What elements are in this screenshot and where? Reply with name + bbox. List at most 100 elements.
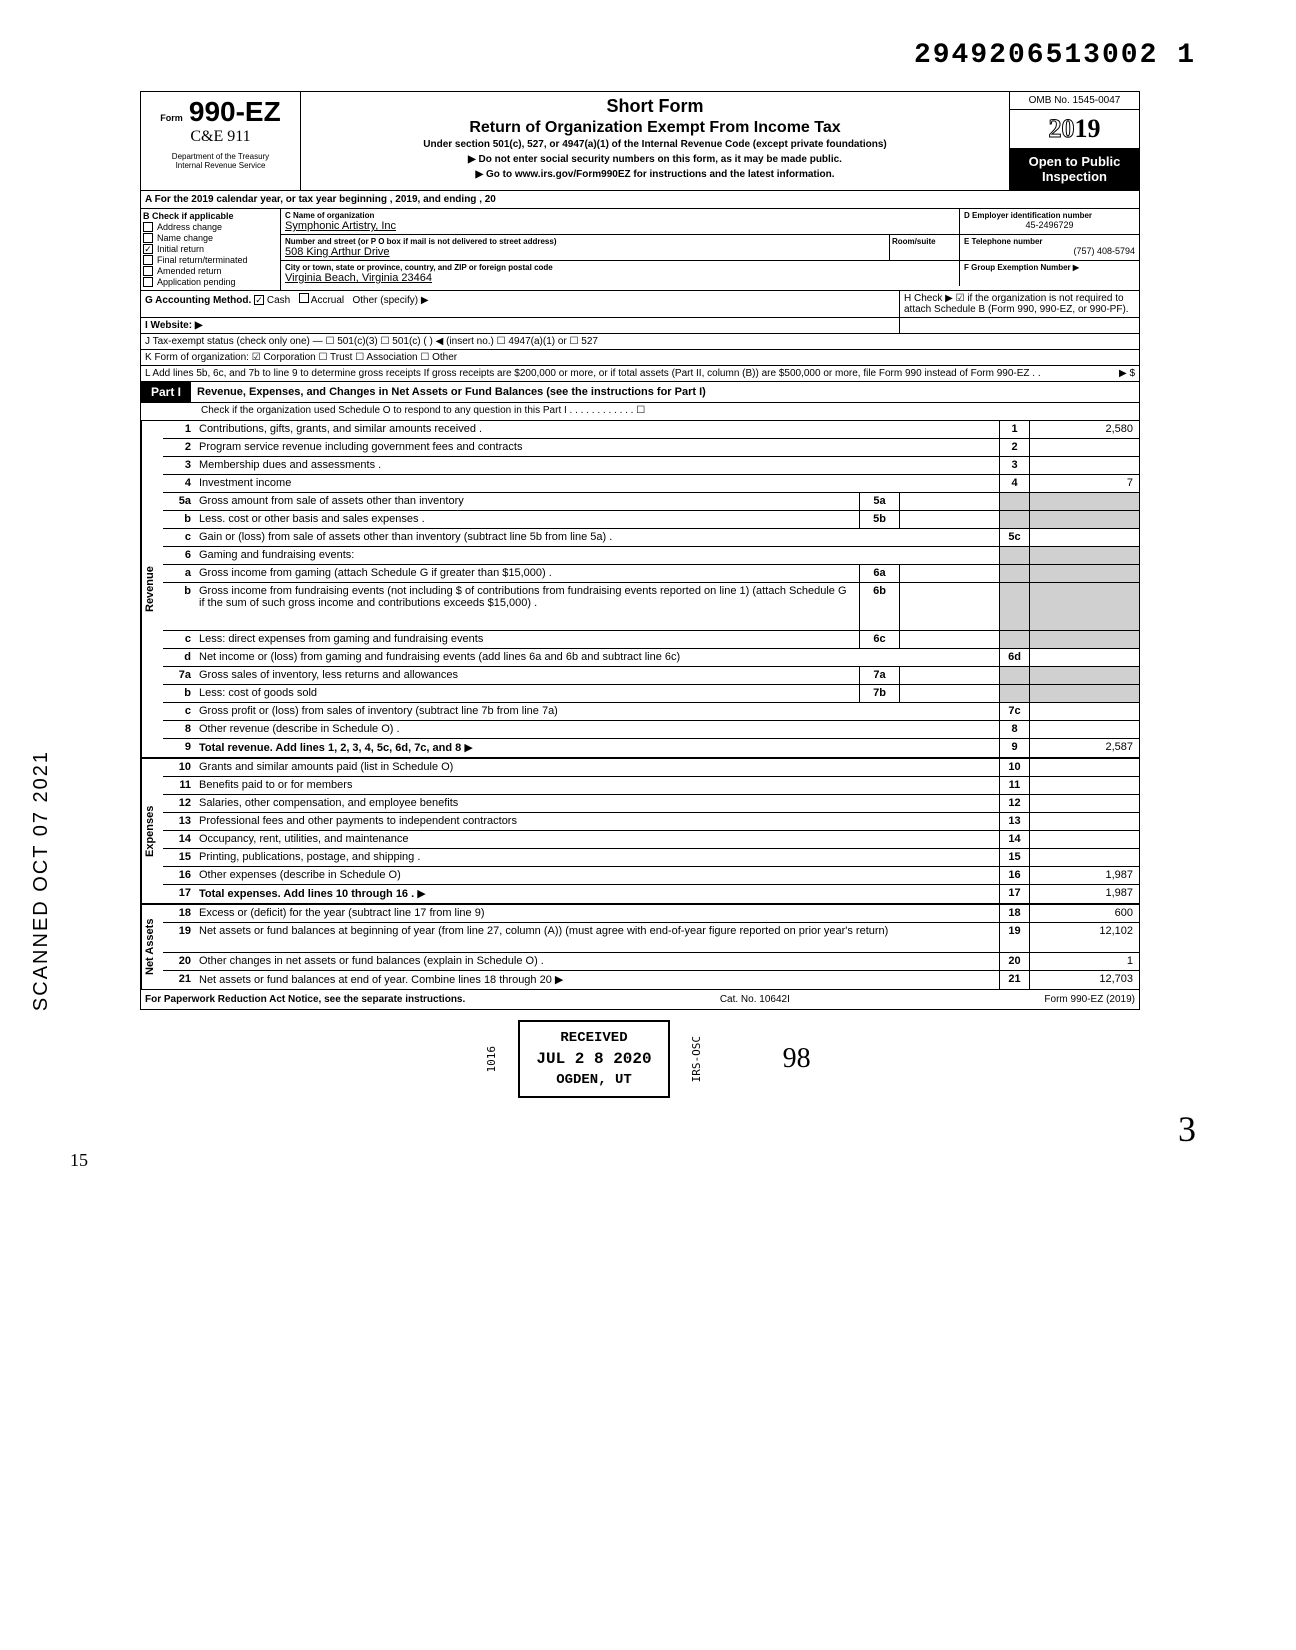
expenses-vlabel: Expenses	[141, 759, 163, 903]
handwritten-c-and-e: C&E 911	[145, 128, 296, 146]
stamp-date: JUL 2 8 2020	[536, 1050, 651, 1068]
ln5b-minival	[899, 511, 999, 528]
chk-final-return[interactable]	[143, 255, 153, 265]
ln7b-val	[1029, 685, 1139, 702]
ln18-val: 600	[1029, 905, 1139, 922]
ln21-val: 12,703	[1029, 971, 1139, 989]
header-right: OMB No. 1545-0047 20201919 Open to Publi…	[1009, 92, 1139, 190]
ln16-val: 1,987	[1029, 867, 1139, 884]
addr-label: Number and street (or P O box if mail is…	[285, 237, 885, 246]
ln5a-box	[999, 493, 1029, 510]
city-label: City or town, state or province, country…	[285, 263, 955, 272]
row-g-label: G Accounting Method.	[145, 295, 251, 306]
ln6c-num: c	[163, 631, 195, 648]
phone-value: (757) 408-5794	[964, 246, 1135, 256]
ln19-text: Net assets or fund balances at beginning…	[195, 923, 999, 952]
ln7b-box	[999, 685, 1029, 702]
handwritten-15: 15	[70, 1150, 1236, 1171]
ln12-num: 12	[163, 795, 195, 812]
lbl-amended: Amended return	[157, 266, 222, 276]
ln6-box	[999, 547, 1029, 564]
group-exemption-label: F Group Exemption Number ▶	[964, 263, 1135, 272]
ln5c-text: Gain or (loss) from sale of assets other…	[195, 529, 999, 546]
ln9-text: Total revenue. Add lines 1, 2, 3, 4, 5c,…	[195, 739, 999, 757]
chk-address-change[interactable]	[143, 222, 153, 232]
chk-application-pending[interactable]	[143, 277, 153, 287]
ln9-num: 9	[163, 739, 195, 757]
ln7b-minival	[899, 685, 999, 702]
ln6a-text: Gross income from gaming (attach Schedul…	[195, 565, 859, 582]
omb-number: OMB No. 1545-0047	[1010, 92, 1139, 110]
addr-value: 508 King Arthur Drive	[285, 246, 885, 258]
ln6a-val	[1029, 565, 1139, 582]
chk-accrual[interactable]	[299, 293, 309, 303]
ln7c-box: 7c	[999, 703, 1029, 720]
ln1-text: Contributions, gifts, grants, and simila…	[195, 421, 999, 438]
footer-cat-no: Cat. No. 10642I	[720, 994, 790, 1005]
ln8-val	[1029, 721, 1139, 738]
part-1-subtitle: Check if the organization used Schedule …	[141, 403, 1139, 421]
ln5b-num: b	[163, 511, 195, 528]
ln18-text: Excess or (deficit) for the year (subtra…	[195, 905, 999, 922]
ln3-num: 3	[163, 457, 195, 474]
ln6d-text: Net income or (loss) from gaming and fun…	[195, 649, 999, 666]
ln6b-box	[999, 583, 1029, 630]
handwritten-3: 3	[60, 1108, 1236, 1150]
ln6a-minival	[899, 565, 999, 582]
part-1-tab: Part I	[141, 382, 191, 402]
note-website: ▶ Go to www.irs.gov/Form990EZ for instru…	[309, 169, 1001, 180]
ln13-num: 13	[163, 813, 195, 830]
ln7a-num: 7a	[163, 667, 195, 684]
form-990ez: Form 990-EZ C&E 911 Department of the Tr…	[140, 91, 1140, 1010]
part-1-title: Revenue, Expenses, and Changes in Net As…	[191, 383, 1139, 401]
ln7b-mini: 7b	[859, 685, 899, 702]
ln6-val	[1029, 547, 1139, 564]
subtitle: Under section 501(c), 527, or 4947(a)(1)…	[309, 139, 1001, 150]
ln6b-mini: 6b	[859, 583, 899, 630]
ln5c-val	[1029, 529, 1139, 546]
ln21-text: Net assets or fund balances at end of ye…	[195, 971, 999, 989]
ln15-text: Printing, publications, postage, and shi…	[195, 849, 999, 866]
form-header: Form 990-EZ C&E 911 Department of the Tr…	[141, 92, 1139, 191]
ln17-box: 17	[999, 885, 1029, 903]
lbl-initial-return: Initial return	[157, 244, 204, 254]
ln9-box: 9	[999, 739, 1029, 757]
chk-initial-return[interactable]: ✓	[143, 244, 153, 254]
revenue-vlabel: Revenue	[141, 421, 163, 757]
stamp-ogden: OGDEN, UT	[536, 1072, 651, 1088]
room-suite-label: Room/suite	[889, 235, 959, 260]
ln11-box: 11	[999, 777, 1029, 794]
ln5b-box	[999, 511, 1029, 528]
footer-form-ref: Form 990-EZ (2019)	[1044, 994, 1135, 1005]
tax-year: 20201919	[1010, 110, 1139, 148]
ln5a-val	[1029, 493, 1139, 510]
handwritten-98: 98	[783, 1043, 811, 1075]
lbl-cash: Cash	[267, 295, 290, 306]
ln10-val	[1029, 759, 1139, 776]
ln6d-val	[1029, 649, 1139, 666]
ln16-text: Other expenses (describe in Schedule O)	[195, 867, 999, 884]
received-stamp: RECEIVED JUL 2 8 2020 OGDEN, UT	[518, 1020, 669, 1098]
scanned-stamp: SCANNED OCT 07 2021	[30, 750, 53, 1011]
ln17-val: 1,987	[1029, 885, 1139, 903]
header-center: Short Form Return of Organization Exempt…	[301, 92, 1009, 190]
city-value: Virginia Beach, Virginia 23464	[285, 272, 955, 284]
ln8-box: 8	[999, 721, 1029, 738]
ln6b-text: Gross income from fundraising events (no…	[195, 583, 859, 630]
chk-cash[interactable]: ✓	[254, 295, 264, 305]
ln6-text: Gaming and fundraising events:	[195, 547, 999, 564]
ln10-text: Grants and similar amounts paid (list in…	[195, 759, 999, 776]
ln15-val	[1029, 849, 1139, 866]
chk-amended[interactable]	[143, 266, 153, 276]
ln4-num: 4	[163, 475, 195, 492]
stamp-area: 1016 RECEIVED JUL 2 8 2020 OGDEN, UT IRS…	[60, 1020, 1236, 1098]
netassets-vlabel: Net Assets	[141, 905, 163, 989]
lbl-name-change: Name change	[157, 233, 213, 243]
ln7c-text: Gross profit or (loss) from sales of inv…	[195, 703, 999, 720]
ln3-text: Membership dues and assessments .	[195, 457, 999, 474]
ln6a-num: a	[163, 565, 195, 582]
chk-name-change[interactable]	[143, 233, 153, 243]
ln10-box: 10	[999, 759, 1029, 776]
ln7a-mini: 7a	[859, 667, 899, 684]
ln14-num: 14	[163, 831, 195, 848]
